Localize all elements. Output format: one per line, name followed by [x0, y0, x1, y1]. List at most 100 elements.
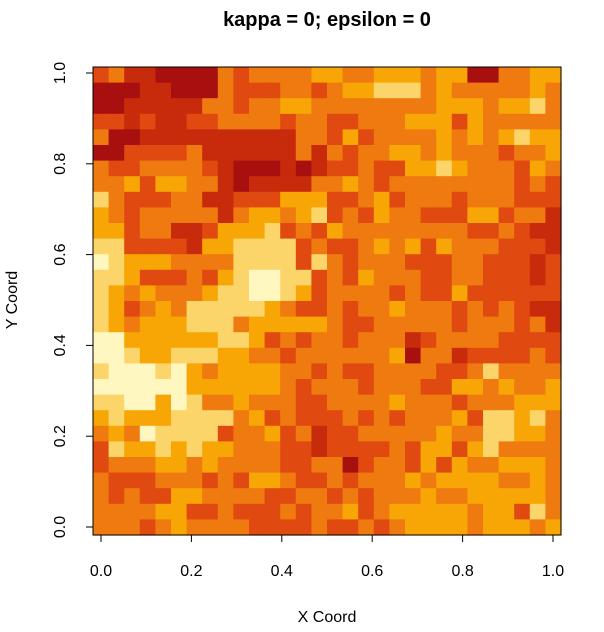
heatmap-cell: [280, 394, 297, 411]
heatmap-cell: [467, 410, 484, 427]
heatmap-cell: [420, 316, 437, 333]
heatmap-cell: [405, 441, 422, 458]
heatmap-cell: [405, 207, 422, 224]
heatmap-cell: [451, 223, 468, 240]
heatmap-cell: [311, 425, 328, 442]
heatmap-cell: [249, 223, 266, 240]
heatmap-cell: [280, 254, 297, 271]
heatmap-cell: [233, 223, 250, 240]
heatmap-cell: [327, 301, 344, 318]
heatmap-cell: [233, 316, 250, 333]
y-axis-label: Y Coord: [4, 271, 21, 329]
heatmap-cell: [280, 82, 297, 99]
heatmap-cell: [139, 129, 156, 146]
heatmap-cell: [311, 145, 328, 162]
heatmap-cell: [233, 410, 250, 427]
heatmap-cell: [389, 129, 406, 146]
heatmap-cell: [529, 488, 546, 505]
heatmap-cell: [373, 347, 390, 364]
heatmap-cell: [545, 160, 562, 177]
heatmap-cell: [264, 223, 281, 240]
heatmap-cell: [233, 285, 250, 302]
heatmap-cell: [420, 441, 437, 458]
heatmap-cell: [483, 394, 500, 411]
heatmap-cell: [514, 254, 531, 271]
heatmap-cell: [249, 503, 266, 520]
heatmap-cell: [295, 191, 312, 208]
heatmap-cell: [264, 129, 281, 146]
heatmap-cell: [139, 238, 156, 255]
heatmap-cell: [467, 285, 484, 302]
heatmap-cell: [186, 472, 203, 489]
heatmap-cell: [202, 425, 219, 442]
heatmap-cell: [171, 519, 188, 536]
heatmap-cell: [420, 223, 437, 240]
heatmap-cell: [186, 82, 203, 99]
heatmap-cell: [451, 207, 468, 224]
heatmap-cell: [545, 269, 562, 286]
heatmap-cell: [311, 519, 328, 536]
heatmap-cell: [467, 488, 484, 505]
heatmap-cell: [529, 67, 546, 84]
heatmap-cell: [186, 394, 203, 411]
heatmap-cell: [436, 207, 453, 224]
heatmap-cell: [264, 379, 281, 396]
heatmap-cell: [436, 425, 453, 442]
heatmap-cell: [233, 441, 250, 458]
heatmap-cell: [405, 410, 422, 427]
heatmap-cell: [529, 254, 546, 271]
heatmap-cell: [155, 472, 172, 489]
heatmap-cell: [451, 129, 468, 146]
heatmap-cell: [202, 441, 219, 458]
heatmap-cell: [249, 379, 266, 396]
x-tick-label: 0.2: [180, 563, 202, 580]
heatmap-cell: [420, 519, 437, 536]
heatmap-cell: [451, 503, 468, 520]
heatmap-cell: [389, 347, 406, 364]
heatmap-cell: [529, 223, 546, 240]
heatmap-cell: [93, 129, 110, 146]
heatmap-cell: [217, 410, 234, 427]
heatmap-cell: [405, 425, 422, 442]
heatmap-cell: [155, 113, 172, 130]
x-tick-label: 0.0: [90, 563, 112, 580]
heatmap-cell: [124, 488, 141, 505]
heatmap-cell: [202, 176, 219, 193]
heatmap-cell: [108, 269, 125, 286]
heatmap-cell: [139, 488, 156, 505]
heatmap-cell: [451, 457, 468, 474]
heatmap-cell: [171, 98, 188, 115]
heatmap-cell: [389, 441, 406, 458]
heatmap-cell: [420, 113, 437, 130]
heatmap-cell: [327, 347, 344, 364]
heatmap-cell: [342, 82, 359, 99]
heatmap-cell: [514, 457, 531, 474]
heatmap-cell: [436, 363, 453, 380]
y-tick-label: 0.8: [52, 153, 69, 175]
heatmap-cell: [405, 254, 422, 271]
heatmap-cell: [139, 457, 156, 474]
heatmap-cell: [171, 285, 188, 302]
heatmap-cell: [264, 503, 281, 520]
heatmap-cell: [420, 238, 437, 255]
heatmap-cell: [186, 129, 203, 146]
heatmap-cell: [373, 238, 390, 255]
heatmap-cell: [342, 254, 359, 271]
heatmap-cell: [358, 363, 375, 380]
x-tick-label: 0.8: [451, 563, 473, 580]
heatmap-cell: [217, 238, 234, 255]
heatmap-cell: [202, 129, 219, 146]
heatmap-cell: [514, 347, 531, 364]
heatmap-cell: [405, 316, 422, 333]
heatmap-cell: [498, 98, 515, 115]
heatmap-cell: [186, 301, 203, 318]
heatmap-cell: [295, 488, 312, 505]
heatmap-cell: [249, 332, 266, 349]
heatmap-cell: [186, 503, 203, 520]
heatmap-cell: [342, 285, 359, 302]
heatmap-cell: [186, 191, 203, 208]
heatmap-cell: [124, 223, 141, 240]
heatmap-cell: [467, 269, 484, 286]
heatmap-cell: [467, 425, 484, 442]
heatmap-cell: [311, 223, 328, 240]
